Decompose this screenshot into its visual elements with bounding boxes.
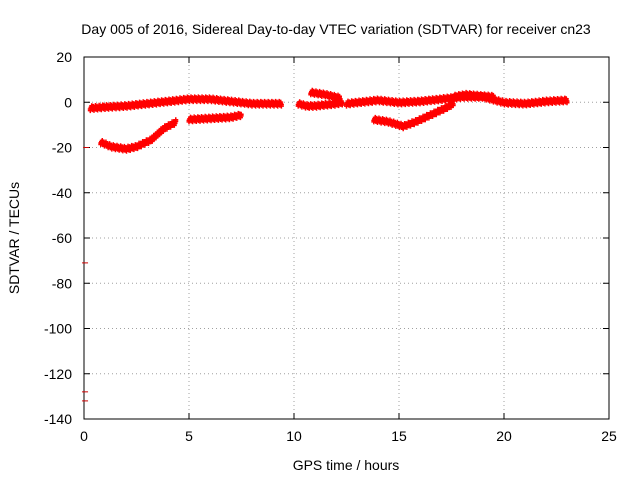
data-point [339, 100, 345, 106]
axes-layer [83, 56, 610, 420]
y-tick-label: -120 [44, 366, 72, 382]
x-tick-label: 15 [391, 428, 407, 444]
data-point [238, 111, 244, 117]
x-tick-label: 10 [286, 428, 302, 444]
grid-layer [84, 57, 609, 419]
y-tick-label: -140 [44, 411, 72, 427]
data-point [337, 96, 343, 102]
x-tick-label: 20 [496, 428, 512, 444]
data-point [278, 102, 284, 108]
data-point [564, 98, 570, 104]
data-layer [82, 87, 570, 402]
x-tick-label: 5 [185, 428, 193, 444]
y-tick-label: -100 [44, 321, 72, 337]
data-point [450, 101, 456, 107]
y-tick-label: -20 [52, 140, 72, 156]
data-point [173, 117, 179, 123]
plot-frame [83, 56, 610, 420]
y-tick-label: -80 [52, 275, 72, 291]
y-axis-label: SDTVAR / TECUs [6, 182, 22, 294]
x-axis-label: GPS time / hours [293, 457, 400, 473]
y-tick-label: -60 [52, 230, 72, 246]
ticks-layer: 0 5 10 15 20 25 20 0 -20 -40 -60 -80 -100 -120 -140 [44, 49, 617, 444]
x-tick-label: 25 [601, 428, 617, 444]
chart-title: Day 005 of 2016, Sidereal Day-to-day VTE… [81, 21, 591, 37]
y-tick-label: 0 [64, 94, 72, 110]
x-tick-label: 0 [80, 428, 88, 444]
data-point [490, 92, 496, 98]
y-tick-label: -40 [52, 185, 72, 201]
y-tick-label: 20 [56, 49, 72, 65]
